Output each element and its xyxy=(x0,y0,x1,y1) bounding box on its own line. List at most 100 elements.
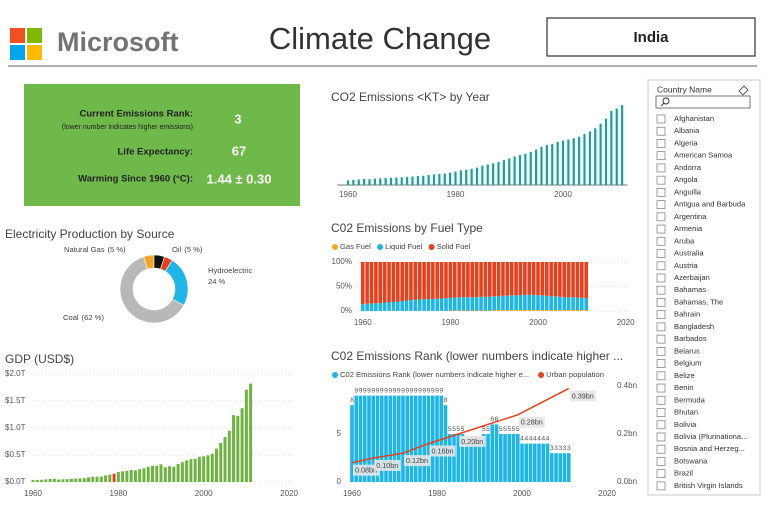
checkbox[interactable] xyxy=(656,114,666,124)
bar xyxy=(469,443,473,482)
slicer-item[interactable]: Australia xyxy=(674,249,704,258)
slicer-item[interactable]: Bolivia xyxy=(674,420,697,429)
checkbox[interactable] xyxy=(656,273,666,283)
slicer-item[interactable]: Bahrain xyxy=(674,310,700,319)
bar-segment xyxy=(571,310,575,311)
slicer-item[interactable]: Algeria xyxy=(674,138,698,147)
bar xyxy=(518,154,522,185)
checkbox[interactable] xyxy=(656,322,666,332)
bar xyxy=(232,415,236,482)
checkbox[interactable] xyxy=(656,371,666,381)
slicer-item[interactable]: Bahamas, The xyxy=(674,297,723,306)
search-box[interactable] xyxy=(655,95,751,109)
checkbox[interactable] xyxy=(656,310,666,320)
kpi-label: Life Expectancy: xyxy=(118,147,194,158)
checkbox[interactable] xyxy=(656,151,666,161)
slicer-item[interactable]: Austria xyxy=(674,261,698,270)
slicer-item[interactable]: Bolivia (Plurinationa... xyxy=(674,432,747,441)
bar xyxy=(604,118,608,185)
bar-segment xyxy=(571,297,575,311)
slicer-item[interactable]: Bermuda xyxy=(674,395,706,404)
checkbox[interactable] xyxy=(656,200,666,209)
bar-segment xyxy=(422,299,426,311)
bar-segment xyxy=(553,296,558,311)
bar-segment xyxy=(580,297,584,311)
slicer-item[interactable]: British Virgin Islands xyxy=(674,481,743,490)
data-label: 4 xyxy=(529,435,533,442)
data-label: 5 xyxy=(452,426,456,433)
data-label: 5 xyxy=(503,426,507,433)
clear-icon[interactable] xyxy=(738,85,749,96)
checkbox[interactable] xyxy=(656,139,666,148)
checkbox[interactable] xyxy=(656,432,666,442)
bar xyxy=(520,443,524,482)
checkbox[interactable] xyxy=(656,420,666,430)
slicer-item[interactable]: Bahamas xyxy=(674,285,706,294)
checkbox[interactable] xyxy=(656,444,666,454)
bar-segment xyxy=(492,262,496,297)
checkbox[interactable] xyxy=(656,298,666,307)
bar-segment xyxy=(518,295,523,311)
checkbox[interactable] xyxy=(656,175,666,185)
slicer-item[interactable]: Afghanistan xyxy=(674,114,714,123)
bar xyxy=(57,479,61,482)
slicer-item[interactable]: Botswana xyxy=(674,456,708,465)
slicer-item[interactable]: Aruba xyxy=(674,236,695,245)
slicer-item[interactable]: Brazil xyxy=(674,469,693,478)
bar xyxy=(492,163,495,185)
bar-segment xyxy=(540,262,545,296)
checkbox[interactable] xyxy=(656,224,666,234)
data-label: 8 xyxy=(350,397,354,404)
slicer-item[interactable]: Bhutan xyxy=(674,408,698,417)
checkbox[interactable] xyxy=(656,188,666,197)
slicer-item[interactable]: Belgium xyxy=(674,359,701,368)
slicer-item[interactable]: Belize xyxy=(674,371,695,380)
slicer-item[interactable]: Azerbaijan xyxy=(674,273,710,282)
checkbox[interactable] xyxy=(656,236,666,246)
checkbox[interactable] xyxy=(656,163,666,173)
kpi-note: (lower number indicates higher emissions… xyxy=(62,124,193,131)
bar-segment xyxy=(396,301,400,311)
slicer-item[interactable]: American Samoa xyxy=(674,151,733,160)
checkbox[interactable] xyxy=(656,408,666,417)
slicer-item[interactable]: Andorra xyxy=(674,163,702,172)
checkbox[interactable] xyxy=(656,359,666,368)
bar xyxy=(358,395,363,482)
slice-category: Oil xyxy=(172,245,182,254)
slicer-item[interactable]: Albania xyxy=(674,126,700,135)
checkbox[interactable] xyxy=(656,126,666,136)
checkbox[interactable] xyxy=(656,481,666,491)
slicer-item[interactable]: Belarus xyxy=(674,346,700,355)
checkbox[interactable] xyxy=(656,249,666,258)
data-label: 9 xyxy=(363,387,367,394)
bar xyxy=(409,395,414,482)
bar xyxy=(610,110,613,185)
slicer-item[interactable]: Anguilla xyxy=(674,187,702,196)
slicer-item[interactable]: Argentina xyxy=(674,212,707,221)
slicer-item[interactable]: Bangladesh xyxy=(674,322,714,331)
slicer-item[interactable]: Barbados xyxy=(674,334,707,343)
data-label: 0.20bn xyxy=(461,437,483,446)
slicer-item[interactable]: Bosnia and Herzeg... xyxy=(674,444,745,453)
bar xyxy=(556,141,559,185)
slicer-item[interactable]: Benin xyxy=(674,383,693,392)
bar xyxy=(146,466,150,482)
checkbox[interactable] xyxy=(656,383,666,393)
slicer-item[interactable]: Antigua and Barbuda xyxy=(674,200,746,209)
checkbox[interactable] xyxy=(656,469,666,479)
checkbox[interactable] xyxy=(656,261,666,271)
chart-title: Electricity Production by Source xyxy=(5,227,175,241)
bar xyxy=(456,434,461,482)
checkbox[interactable] xyxy=(656,457,666,466)
checkbox[interactable] xyxy=(656,285,666,295)
slicer-item[interactable]: Angola xyxy=(674,175,698,184)
slicer-item[interactable]: Armenia xyxy=(674,224,703,233)
bar-segment xyxy=(444,262,448,299)
checkbox[interactable] xyxy=(656,334,666,344)
checkbox[interactable] xyxy=(656,212,666,222)
data-label: 9 xyxy=(405,387,409,394)
bar-segment xyxy=(514,295,518,311)
checkbox[interactable] xyxy=(656,395,666,405)
data-label: 9 xyxy=(431,387,435,394)
checkbox[interactable] xyxy=(656,347,666,356)
